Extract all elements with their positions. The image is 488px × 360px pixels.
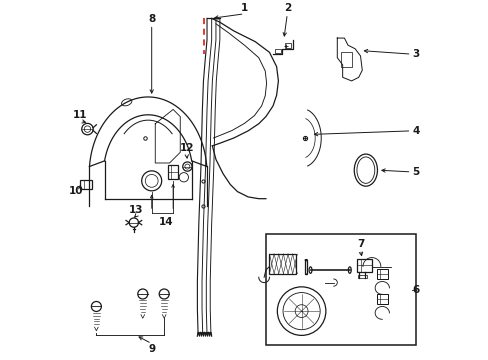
Text: 6: 6 [411, 285, 419, 295]
Text: 2: 2 [283, 3, 290, 13]
Bar [167, 166, 178, 179]
Bar [356, 259, 371, 272]
Text: 12: 12 [179, 143, 194, 153]
Text: 11: 11 [73, 110, 87, 120]
Bar [340, 52, 351, 67]
Text: 5: 5 [411, 167, 419, 177]
Bar [376, 294, 387, 304]
Text: 14: 14 [158, 216, 173, 226]
Bar [357, 275, 366, 278]
Bar [284, 44, 290, 48]
Bar [305, 260, 306, 274]
Bar [274, 49, 280, 53]
Bar [80, 180, 92, 189]
Text: 4: 4 [411, 126, 419, 136]
Text: 3: 3 [411, 49, 419, 59]
Bar [376, 269, 387, 279]
Text: 10: 10 [69, 186, 83, 196]
Ellipse shape [305, 274, 306, 275]
Text: 9: 9 [148, 344, 155, 354]
Text: 1: 1 [241, 3, 247, 13]
Text: 13: 13 [128, 206, 142, 216]
Bar [269, 254, 296, 274]
Text: 7: 7 [356, 239, 364, 249]
Text: 8: 8 [148, 14, 155, 24]
Bar [265, 234, 415, 345]
